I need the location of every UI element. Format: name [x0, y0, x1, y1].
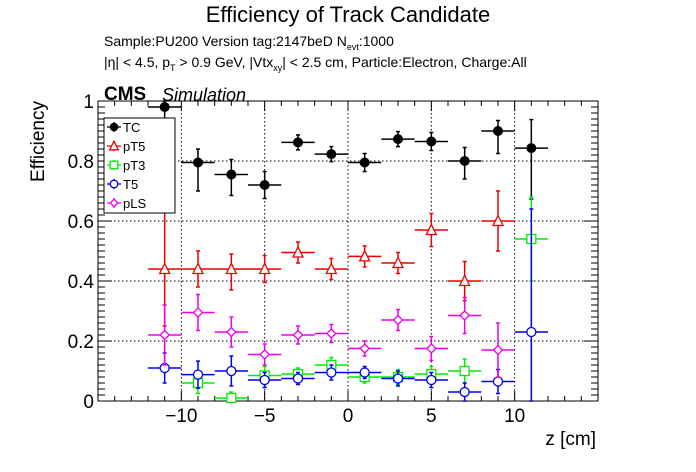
legend-marker: [109, 122, 119, 132]
x-tick-label: 10: [504, 406, 525, 427]
chart-title: Efficiency of Track Candidate: [205, 2, 491, 27]
axes-layer: −10 −5 0 5 10 0 0.2 0.4 0.6 0.8 1 z [cm] Efficiency: [28, 92, 599, 450]
data-point-pT5: [491, 214, 505, 227]
series-TC: [148, 100, 548, 200]
y-tick-label: 0.6: [68, 212, 94, 233]
data-point-pT5: [358, 249, 371, 262]
data-point-T5: [359, 367, 370, 378]
legend-marker: [109, 179, 119, 189]
series-pLS: [148, 293, 515, 378]
cuts-sub-1: T: [170, 62, 176, 73]
y-tick-label: 0.4: [68, 272, 95, 293]
data-point-T5: [526, 326, 537, 338]
y-tick-label: 0: [83, 392, 94, 413]
data-layer: [148, 100, 548, 404]
data-point-TC: [326, 149, 337, 160]
data-point-pT3: [459, 365, 470, 377]
simulation-label: Simulation: [162, 85, 247, 105]
legend-label: TC: [123, 120, 140, 135]
data-point-pLS: [225, 326, 237, 338]
data-point-TC: [226, 169, 237, 180]
data-point-T5: [226, 365, 237, 377]
data-point-pT5: [258, 262, 271, 275]
data-point-T5: [192, 369, 204, 380]
sample-info-end: :1000: [358, 33, 394, 49]
data-point-pT5: [191, 262, 205, 275]
data-point-TC: [526, 143, 537, 154]
data-point-pT5: [458, 274, 471, 287]
data-point-pLS: [459, 310, 471, 321]
sample-info: Sample:PU200 Version tag:2147beD Nevt:10…: [104, 33, 394, 52]
x-tick-label: −5: [254, 406, 276, 427]
legend-label: pT3: [123, 158, 145, 173]
data-point-pT5: [325, 262, 338, 275]
data-point-pLS: [292, 329, 304, 341]
data-point-T5: [292, 373, 304, 384]
y-axis-label: Efficiency: [28, 101, 49, 182]
data-point-pT3: [226, 392, 237, 404]
data-point-pLS: [492, 344, 504, 356]
y-tick-label: 0.2: [68, 332, 94, 353]
legend: TC pT5 pT3 T5 pLS: [103, 117, 176, 214]
data-point-TC: [159, 102, 170, 112]
data-point-TC: [293, 137, 303, 148]
data-point-pT5: [291, 245, 305, 258]
x-tick-label: 5: [426, 406, 437, 427]
legend-marker: [108, 139, 120, 151]
data-point-pLS: [359, 343, 371, 354]
data-point-T5: [426, 374, 437, 386]
data-point-TC: [393, 134, 403, 145]
sample-info-text: Sample:PU200 Version tag:2147beD N: [104, 33, 347, 49]
data-point-TC: [459, 156, 470, 166]
data-point-TC: [259, 180, 270, 190]
data-point-T5: [459, 386, 470, 398]
legend-marker: [109, 198, 119, 208]
data-point-pLS: [259, 349, 271, 360]
data-point-pLS: [425, 343, 437, 354]
cuts-text-c: | < 2.5 cm, Particle:Electron, Charge:Al…: [282, 54, 527, 70]
data-point-T5: [259, 374, 270, 386]
legend-label: T5: [123, 177, 138, 192]
data-point-pLS: [192, 307, 204, 318]
y-tick-label: 1: [83, 92, 94, 113]
legend-label: pLS: [123, 196, 146, 211]
data-point-T5: [492, 376, 504, 387]
cuts-text-b: > 0.9 GeV, |Vtx: [175, 54, 274, 70]
data-point-T5: [326, 367, 337, 378]
sample-info-sub: evt: [346, 41, 359, 52]
experiment-label: CMS: [104, 84, 147, 105]
x-tick-label: −10: [165, 406, 197, 427]
x-tick-label: 0: [343, 406, 354, 427]
data-point-T5: [392, 373, 404, 384]
series-pT5: [148, 190, 515, 327]
data-point-TC: [493, 126, 503, 136]
selection-cuts: |η| < 4.5, pT > 0.9 GeV, |Vtxxy| < 2.5 c…: [104, 54, 527, 73]
data-point-pT5: [158, 262, 171, 275]
data-point-pT5: [391, 256, 405, 269]
y-tick-label: 0.8: [68, 152, 94, 173]
data-point-pT5: [425, 223, 438, 236]
cuts-sub-2: xy: [273, 62, 283, 73]
data-point-pLS: [392, 314, 404, 326]
data-point-TC: [426, 136, 437, 147]
x-axis-label: z [cm]: [545, 429, 596, 450]
data-point-TC: [193, 157, 203, 168]
legend-label: pT5: [123, 139, 145, 154]
series-T5: [148, 208, 548, 402]
data-point-TC: [359, 157, 370, 168]
legend-marker: [109, 160, 119, 170]
data-point-pLS: [159, 329, 171, 341]
data-point-pT5: [225, 262, 238, 275]
data-point-pLS: [325, 328, 337, 339]
cuts-text-a: |η| < 4.5, p: [104, 54, 171, 70]
